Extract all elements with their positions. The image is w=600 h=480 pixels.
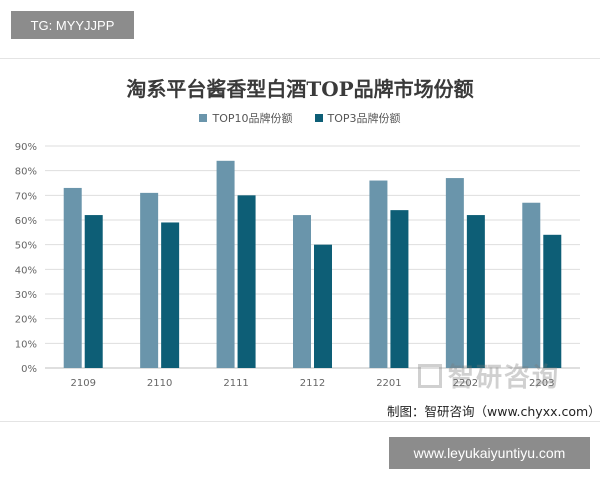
legend-swatch-top10 xyxy=(199,114,208,122)
bar-chart: 0% 10% 20% 30% 40% 50% 60% 70% 80% 90% 2109 2110 211… xyxy=(15,142,580,389)
y-tick-label: 10% xyxy=(15,339,37,350)
bar-top3 xyxy=(466,215,485,368)
legend-item-top3: TOP3品牌份额 xyxy=(314,110,401,126)
bar-top10 xyxy=(293,215,311,368)
watermark-logo-icon xyxy=(418,363,442,388)
bar-top3 xyxy=(543,234,562,368)
x-tick-label: 2202 xyxy=(453,378,478,389)
y-tick-label: 70% xyxy=(15,191,37,202)
legend-label-top10: TOP10品牌份额 xyxy=(212,112,293,125)
y-tick-label: 80% xyxy=(15,167,37,178)
x-tick-label: 2112 xyxy=(300,378,325,389)
bar-top10 xyxy=(140,192,159,368)
bar-top3 xyxy=(237,195,256,368)
bar-top10 xyxy=(369,180,388,368)
y-tick-label: 30% xyxy=(15,290,37,301)
chart-panel: 淘系平台酱香型白酒TOP品牌市场份额 TOP10品牌份额 TOP3品牌份额 0%… xyxy=(0,58,600,422)
x-tick-label: 2110 xyxy=(147,378,172,389)
x-tick-label: 2203 xyxy=(529,378,554,389)
y-tick-label: 40% xyxy=(15,265,37,276)
y-tick-label: 0% xyxy=(21,364,37,375)
x-tick-label: 2111 xyxy=(223,378,248,389)
bar-top3 xyxy=(390,210,409,368)
source-credit: 制图：智研咨询（www.chyxx.com） xyxy=(387,404,600,419)
bar-top3 xyxy=(84,215,103,368)
bar-top3 xyxy=(314,244,332,368)
legend-item-top10: TOP10品牌份额 xyxy=(199,110,293,126)
bar-top10 xyxy=(445,178,464,368)
top-tag: TG: MYYJJPP xyxy=(11,11,134,39)
chart-legend: TOP10品牌份额 TOP3品牌份额 xyxy=(0,110,600,126)
y-tick-label: 50% xyxy=(15,241,37,252)
y-tick-label: 90% xyxy=(15,142,37,153)
chart-title: 淘系平台酱香型白酒TOP品牌市场份额 xyxy=(126,77,474,101)
legend-swatch-top3 xyxy=(314,114,323,122)
bottom-url: www.leyukaiyuntiyu.com xyxy=(389,437,590,469)
legend-label-top3: TOP3品牌份额 xyxy=(327,112,401,125)
y-tick-label: 20% xyxy=(15,315,37,326)
x-tick-label: 2201 xyxy=(376,378,401,389)
y-tick-label: 60% xyxy=(15,216,37,227)
bar-top10 xyxy=(63,187,82,368)
watermark: 智研咨询 xyxy=(418,357,560,394)
bar-top10 xyxy=(522,202,541,368)
x-tick-label: 2109 xyxy=(70,378,95,389)
bar-top10 xyxy=(216,160,235,368)
bar-top3 xyxy=(161,222,180,368)
watermark-text: 智研咨询 xyxy=(448,363,561,393)
